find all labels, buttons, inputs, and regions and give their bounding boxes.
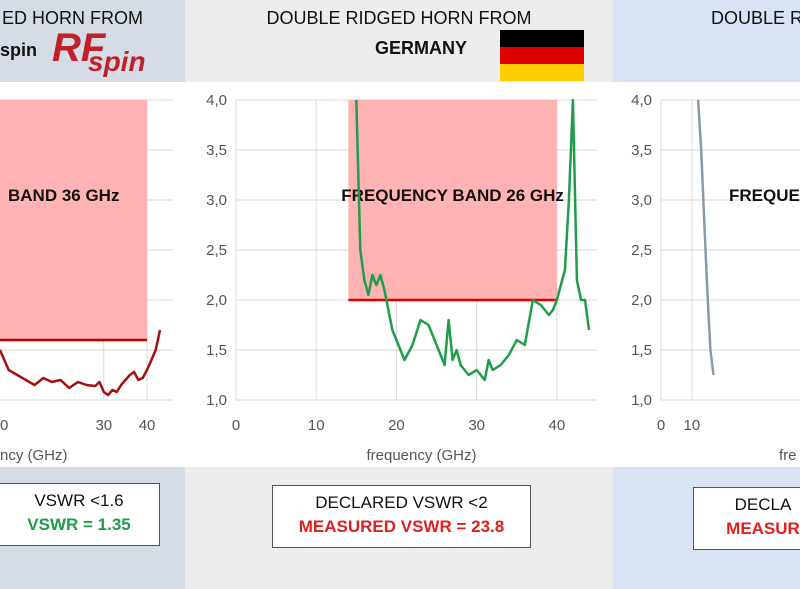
- chart-area-left: BAND 36 GHz 0 30 40 ncy (GHz): [0, 82, 185, 467]
- x-tick-label: 40: [139, 417, 156, 434]
- vswr-result-box: DECLARED VSWR <2 MEASURED VSWR = 23.8: [272, 485, 531, 548]
- vswr-chart-left: BAND 36 GHz 0 30 40 ncy (GHz): [0, 99, 173, 464]
- chart-area-right: FREQUE 1,0 1,5 2,0 2,5 3,0 3,5 4,0 0 10 fre: [613, 82, 800, 467]
- flag-stripe-gold: [500, 64, 584, 81]
- y-tick-label: 2,5: [206, 242, 227, 259]
- band-label: BAND 36 GHz: [8, 186, 119, 205]
- measured-vswr: MEASURED VSWR = 23.8: [298, 517, 505, 536]
- x-tick-label: 40: [549, 417, 566, 434]
- panel-title: DOUBLE RIDGED HORN FROM: [266, 8, 532, 28]
- y-tick-label: 3,0: [206, 192, 227, 209]
- band-label: FREQUENCY BAND 26 GHz: [341, 186, 564, 205]
- x-tick-label: 10: [308, 417, 325, 434]
- x-axis-title: ncy (GHz): [0, 447, 68, 464]
- vswr-chart-right: FREQUE 1,0 1,5 2,0 2,5 3,0 3,5 4,0 0 10 fre: [631, 92, 800, 464]
- vswr-series-line: [0, 329, 162, 397]
- panel-third: DOUBLE R FREQUE 1,0 1,5 2,0 2,5 3,0 3,5 4,0 0 10 f…: [613, 0, 800, 589]
- panel-subtitle: GERMANY: [375, 38, 468, 58]
- flag-stripe-black: [500, 30, 584, 47]
- y-tick-label: 3,5: [631, 142, 652, 159]
- x-axis-title: fre: [779, 447, 797, 464]
- y-tick-label: 3,5: [206, 142, 227, 159]
- vswr-series-line: [355, 98, 591, 382]
- y-tick-label: 1,5: [206, 342, 227, 359]
- panel-rfspin: ED HORN FROM spin RF spin BAND 36 GHz 0 30…: [0, 0, 185, 589]
- panel-title: ED HORN FROM: [2, 8, 143, 28]
- x-tick-label: 30: [95, 417, 112, 434]
- frequency-band: [348, 100, 557, 300]
- rfspin-logo: RF: [52, 26, 105, 71]
- panel-subtitle: spin: [0, 40, 38, 60]
- vswr-chart-middle: FREQUENCY BAND 26 GHz 1,0 1,5 2,0 2,5 3,0 3,5 4…: [206, 92, 597, 464]
- y-tick-label: 2,0: [206, 292, 227, 309]
- declared-vswr: DECLA: [734, 495, 792, 514]
- panel-title: DOUBLE R: [711, 8, 800, 28]
- germany-flag: [500, 30, 584, 81]
- band-label: FREQUE: [729, 186, 800, 205]
- chart-area-middle: FREQUENCY BAND 26 GHz 1,0 1,5 2,0 2,5 3,0 3,5 4…: [185, 82, 613, 467]
- rfspin-logo-sub: spin: [88, 46, 146, 77]
- declared-vswr: DECLARED VSWR <2: [315, 493, 488, 512]
- x-tick-label: 0: [0, 417, 8, 434]
- y-tick-label: 4,0: [206, 92, 227, 109]
- frequency-band: [0, 100, 148, 340]
- x-tick-label: 30: [468, 417, 485, 434]
- x-tick-label: 0: [657, 417, 665, 434]
- vswr-series-line: [696, 99, 715, 376]
- y-tick-label: 4,0: [631, 92, 652, 109]
- declared-vswr: VSWR <1.6: [34, 491, 124, 510]
- y-tick-label: 3,0: [631, 192, 652, 209]
- y-tick-label: 1,5: [631, 342, 652, 359]
- x-tick-label: 10: [684, 417, 701, 434]
- x-tick-label: 20: [388, 417, 405, 434]
- vswr-result-box: DECLA MEASUR: [693, 487, 800, 550]
- x-axis-title: frequency (GHz): [366, 447, 476, 464]
- rfspin-logo-main: RF: [52, 26, 106, 70]
- flag-stripe-red: [500, 47, 584, 64]
- measured-vswr: VSWR = 1.35: [27, 515, 131, 534]
- x-tick-label: 0: [232, 417, 240, 434]
- y-tick-label: 2,5: [631, 242, 652, 259]
- y-tick-label: 1,0: [631, 392, 652, 409]
- y-tick-label: 2,0: [631, 292, 652, 309]
- panel-germany: DOUBLE RIDGED HORN FROM GERMANY FREQUENC…: [185, 0, 613, 589]
- vswr-result-box: VSWR <1.6 VSWR = 1.35: [0, 483, 160, 546]
- measured-vswr: MEASUR: [726, 519, 800, 538]
- y-tick-label: 1,0: [206, 392, 227, 409]
